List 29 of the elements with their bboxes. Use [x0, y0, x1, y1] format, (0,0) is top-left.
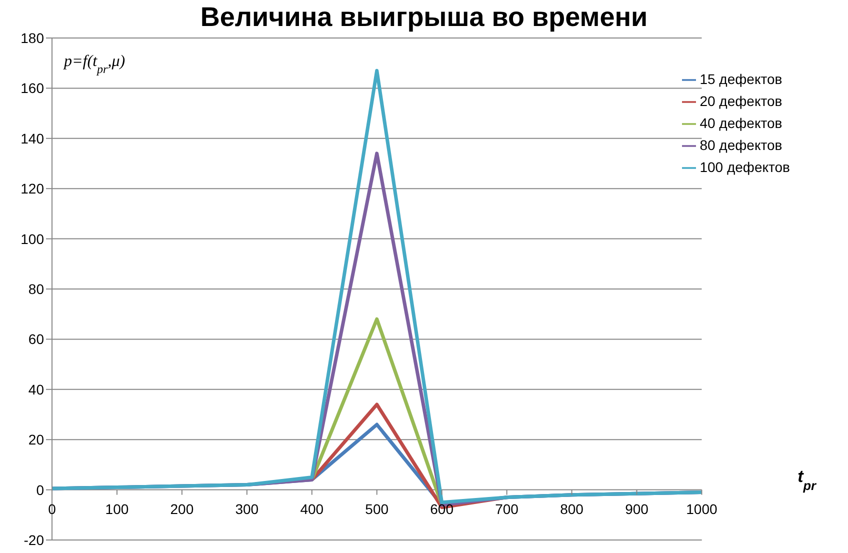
x-tick-label: 0 [48, 500, 56, 517]
y-tick-label: 100 [20, 230, 44, 247]
y-tick-label: 20 [28, 432, 44, 448]
x-tick-label: 200 [170, 500, 194, 517]
y-tick-label: 180 [20, 30, 44, 46]
x-tick-label: 900 [625, 500, 649, 517]
x-tick-label: 400 [300, 500, 324, 517]
x-tick-label: 300 [235, 500, 259, 517]
x-tick-label: 500 [365, 500, 389, 517]
chart-title: Величина выигрыша во времени [200, 2, 648, 32]
x-tick-label: 800 [560, 500, 584, 517]
y-tick-label: 40 [28, 381, 44, 398]
y-tick-label: -20 [24, 532, 44, 548]
x-tick-label: 700 [495, 500, 519, 517]
y-tick-label: 80 [28, 280, 44, 297]
x-tick-label: 100 [105, 500, 129, 517]
y-tick-label: 60 [28, 331, 44, 348]
legend-label: 80 дефектов [700, 137, 782, 153]
legend-label: 100 дефектов [700, 159, 790, 175]
y-tick-label: 140 [20, 130, 44, 146]
annotation: p=f(t$_{pr}$,μ) [63, 53, 126, 76]
y-tick-label: 0 [36, 482, 44, 498]
legend-label: 15 дефектов [700, 71, 782, 87]
legend-label: 20 дефектов [700, 93, 782, 109]
legend-label: 40 дефектов [700, 115, 782, 131]
y-tick-label: 160 [20, 80, 44, 96]
y-tick-label: 120 [20, 180, 44, 197]
x-tick-label: 1000 [686, 500, 718, 517]
x-axis-title: t$_{pr}$ [798, 466, 818, 492]
